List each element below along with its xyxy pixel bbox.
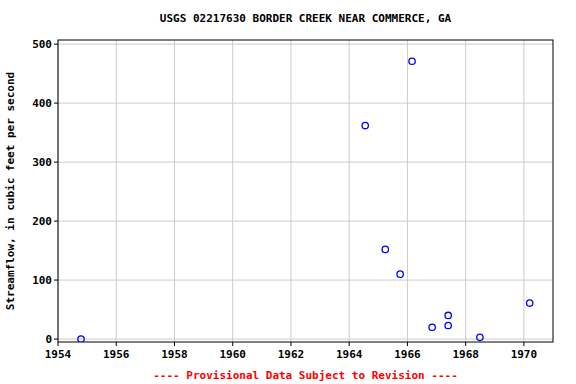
chart-container: 1954 1956 1958 1960 1962 1964 1966 1968 1970 0 100…	[0, 0, 576, 384]
y-tick-label: 100	[32, 274, 52, 287]
x-grid-line	[465, 40, 466, 342]
data-point	[445, 322, 451, 328]
data-point	[477, 334, 483, 340]
y-grid-line	[58, 339, 553, 340]
x-grid-line	[232, 40, 233, 342]
data-point	[78, 336, 84, 342]
y-tick	[54, 44, 58, 45]
x-tick-label: 1962	[278, 348, 305, 361]
data-point	[382, 246, 388, 252]
data-point	[445, 312, 451, 318]
chart-title: USGS 02217630 BORDER CREEK NEAR COMMERCE…	[160, 12, 452, 25]
y-grid-line	[58, 221, 553, 222]
x-tick	[407, 342, 408, 346]
x-tick	[116, 342, 117, 346]
x-tick	[232, 342, 233, 346]
x-grid-line	[349, 40, 350, 342]
x-grid-line	[523, 40, 524, 342]
points	[78, 58, 533, 342]
y-grid-line	[58, 280, 553, 281]
x-tick-label: 1960	[219, 348, 246, 361]
y-tick-label: 500	[32, 38, 52, 51]
y-tick-label: 0	[45, 333, 52, 346]
y-grid-line	[58, 162, 553, 163]
grid	[58, 40, 553, 342]
x-tick	[290, 342, 291, 346]
data-point	[362, 122, 368, 128]
y-grid-line	[58, 103, 553, 104]
x-tick	[465, 342, 466, 346]
x-tick-label: 1954	[45, 348, 72, 361]
x-grid-line	[116, 40, 117, 342]
chart-svg: 1954 1956 1958 1960 1962 1964 1966 1968 1970 0 100…	[0, 0, 576, 384]
y-tick-label: 300	[32, 156, 52, 169]
y-grid-line	[58, 44, 553, 45]
data-point	[397, 271, 403, 277]
x-tick-label: 1968	[452, 348, 479, 361]
y-tick	[54, 103, 58, 104]
y-tick-label: 400	[32, 97, 52, 110]
x-grid-line	[174, 40, 175, 342]
y-tick	[54, 162, 58, 163]
y-tick	[54, 221, 58, 222]
plot-frame	[58, 40, 553, 342]
data-point	[527, 300, 533, 306]
x-grid-line	[290, 40, 291, 342]
x-tick-label: 1964	[336, 348, 363, 361]
x-tick-label: 1958	[161, 348, 188, 361]
x-tick-label: 1966	[394, 348, 421, 361]
background	[0, 0, 576, 384]
x-tick-label: 1970	[511, 348, 538, 361]
y-axis-label: Streamflow, in cubic feet per second	[4, 72, 17, 310]
x-tick	[523, 342, 524, 346]
data-point	[409, 58, 415, 64]
data-point	[429, 324, 435, 330]
x-tick	[174, 342, 175, 346]
y-tick	[54, 339, 58, 340]
x-tick	[58, 342, 59, 346]
footer-note: ---- Provisional Data Subject to Revisio…	[153, 369, 458, 382]
x-tick	[349, 342, 350, 346]
y-tick-label: 200	[32, 215, 52, 228]
y-tick	[54, 280, 58, 281]
x-tick-label: 1956	[103, 348, 130, 361]
x-grid-line	[407, 40, 408, 342]
